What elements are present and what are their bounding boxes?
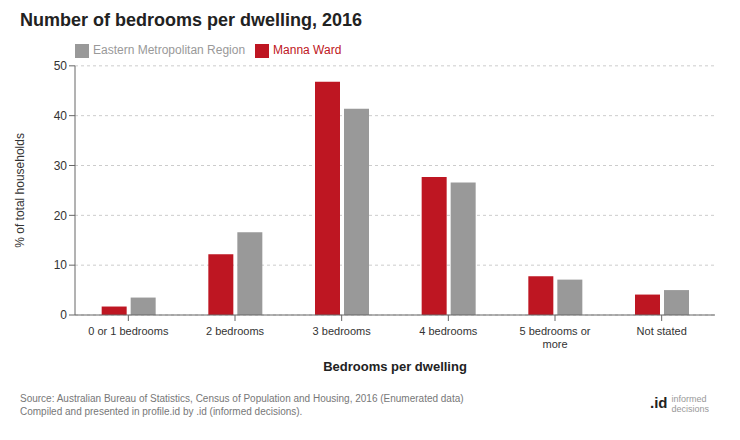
svg-text:10: 10 (54, 258, 68, 272)
svg-text:3 bedrooms: 3 bedrooms (313, 325, 372, 337)
html-text:.id informed decisions: .id informed decisions (650, 394, 709, 414)
svg-text:30: 30 (54, 159, 68, 173)
html-text:Manna Ward: Manna Ward (273, 43, 342, 57)
svg-text:Not stated: Not stated (637, 325, 687, 337)
svg-text:50: 50 (54, 59, 68, 73)
svg-text:Bedrooms per dwelling: Bedrooms per dwelling (323, 359, 467, 374)
svg-text:0: 0 (60, 308, 67, 322)
svg-text:0 or 1 bedrooms: 0 or 1 bedrooms (88, 325, 169, 337)
svg-text:40: 40 (54, 109, 68, 123)
svg-text:% of total households: % of total households (13, 133, 27, 248)
svg-text:4 bedrooms: 4 bedrooms (419, 325, 478, 337)
svg-text:5 bedrooms ormore: 5 bedrooms ormore (520, 325, 591, 350)
html-text:Eastern Metropolitan Region: Eastern Metropolitan Region (93, 43, 246, 57)
svg-text:2 bedrooms: 2 bedrooms (206, 325, 265, 337)
html-text:Number of bedrooms per dwellin: Number of bedrooms per dwelling, 2016 (20, 10, 363, 30)
html-text:Source: Australian Bureau of S: Source: Australian Bureau of Statistics,… (20, 393, 464, 417)
svg-text:20: 20 (54, 209, 68, 223)
